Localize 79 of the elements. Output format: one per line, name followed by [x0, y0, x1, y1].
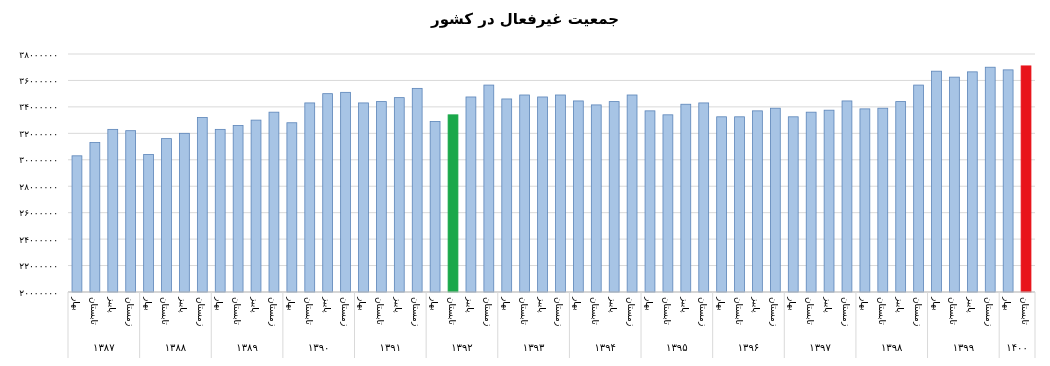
text: ۱۴۰۰	[1006, 342, 1028, 353]
y-tick-label: ۳۲۰۰۰۰۰۰	[19, 128, 58, 139]
x-tick-label: تابستان	[88, 297, 99, 326]
y-tick-label: ۲۶۰۰۰۰۰۰	[19, 208, 58, 219]
x-tick-label: تابستان	[661, 297, 672, 326]
x-tick-label: بهار	[70, 296, 81, 311]
x-tick-label: پاییز	[894, 296, 905, 313]
x-tick-label: پاییز	[608, 296, 619, 313]
y-tick-label: ۲۰۰۰۰۰۰۰	[19, 287, 58, 298]
x-tick-label: زمستان	[267, 297, 278, 327]
x-tick-label: زمستان	[411, 297, 422, 327]
x-tick-label: تابستان	[876, 297, 887, 326]
y-tick-label: ۲۴۰۰۰۰۰۰	[19, 234, 58, 245]
text: ۱۳۹۵	[666, 342, 688, 353]
x-tick-label: بهار	[572, 296, 583, 311]
x-tick-label: بهار	[500, 296, 511, 311]
x-tick-label: بهار	[715, 296, 726, 311]
x-tick-label: پاییز	[250, 296, 261, 313]
x-tick-label: زمستان	[697, 297, 708, 327]
text: ۱۳۹۳	[522, 342, 545, 353]
x-tick-label: تابستان	[805, 297, 816, 326]
x-tick-label: تابستان	[518, 297, 529, 326]
x-tick-label: تابستان	[160, 297, 171, 326]
x-tick-label: پاییز	[321, 296, 332, 313]
x-tick-label: پاییز	[178, 296, 189, 313]
x-tick-label: بهار	[142, 296, 153, 311]
y-tick-label: ۲۸۰۰۰۰۰۰	[19, 181, 58, 192]
x-tick-label: بهار	[285, 296, 296, 311]
x-tick-label: زمستان	[769, 297, 780, 327]
x-tick-label: پاییز	[679, 296, 690, 313]
x-tick-label: تابستان	[303, 297, 314, 326]
text: ۱۳۹۷	[809, 342, 832, 353]
x-tick-label: بهار	[858, 296, 869, 311]
x-tick-label: پاییز	[464, 296, 475, 313]
y-tick-label: ۳۴۰۰۰۰۰۰	[19, 102, 58, 113]
y-tick-label: ۳۶۰۰۰۰۰۰	[19, 75, 58, 86]
x-tick-label: زمستان	[482, 297, 493, 327]
x-tick-label: زمستان	[196, 297, 207, 327]
x-tick-label: بهار	[1002, 296, 1013, 311]
x-tick-label: زمستان	[626, 297, 637, 327]
x-tick-label: زمستان	[984, 297, 995, 327]
x-tick-label: پاییز	[966, 296, 977, 313]
text: ۱۳۹۱	[379, 342, 402, 353]
x-tick-label: پاییز	[823, 296, 834, 313]
x-tick-label: تابستان	[948, 297, 959, 326]
x-tick-label: بهار	[930, 296, 941, 311]
x-tick-label: تابستان	[232, 297, 243, 326]
x-tick-label: بهار	[787, 296, 798, 311]
x-tick-label: پاییز	[751, 296, 762, 313]
y-tick-label: ۳۸۰۰۰۰۰۰	[19, 49, 58, 60]
x-tick-label: تابستان	[733, 297, 744, 326]
x-tick-label: تابستان	[590, 297, 601, 326]
x-tick-label: پاییز	[536, 296, 547, 313]
chart-title: جمعیت غیرفعال در کشور	[430, 10, 619, 28]
text: ۱۳۹۰	[307, 342, 330, 353]
x-tick-label: بهار	[357, 296, 368, 311]
x-tick-label: بهار	[429, 296, 440, 311]
x-tick-label: تابستان	[447, 297, 458, 326]
text: ۱۳۹۸	[881, 342, 904, 353]
x-tick-label: بهار	[643, 296, 654, 311]
text: ۱۳۸۸	[164, 342, 187, 353]
x-tick-label: زمستان	[840, 297, 851, 327]
x-tick-label: تابستان	[375, 297, 386, 326]
text: ۱۳۹۶	[737, 342, 760, 353]
x-tick-label: پاییز	[393, 296, 404, 313]
text: ۱۳۹۹	[952, 342, 975, 353]
text: ۱۳۸۹	[236, 342, 258, 353]
y-tick-label: ۲۲۰۰۰۰۰۰	[19, 261, 58, 272]
x-tick-label: زمستان	[554, 297, 565, 327]
x-tick-label: بهار	[214, 296, 225, 311]
y-tick-label: ۳۰۰۰۰۰۰۰	[19, 155, 58, 166]
x-tick-label: زمستان	[124, 297, 135, 327]
text: ۱۳۹۲	[451, 342, 473, 353]
x-tick-label: زمستان	[912, 297, 923, 327]
text: ۱۳۹۴	[594, 342, 616, 353]
text: ۱۳۸۷	[93, 342, 116, 353]
x-tick-label: پاییز	[106, 296, 117, 313]
x-tick-label: تابستان	[1020, 297, 1031, 326]
x-tick-label: زمستان	[339, 297, 350, 327]
